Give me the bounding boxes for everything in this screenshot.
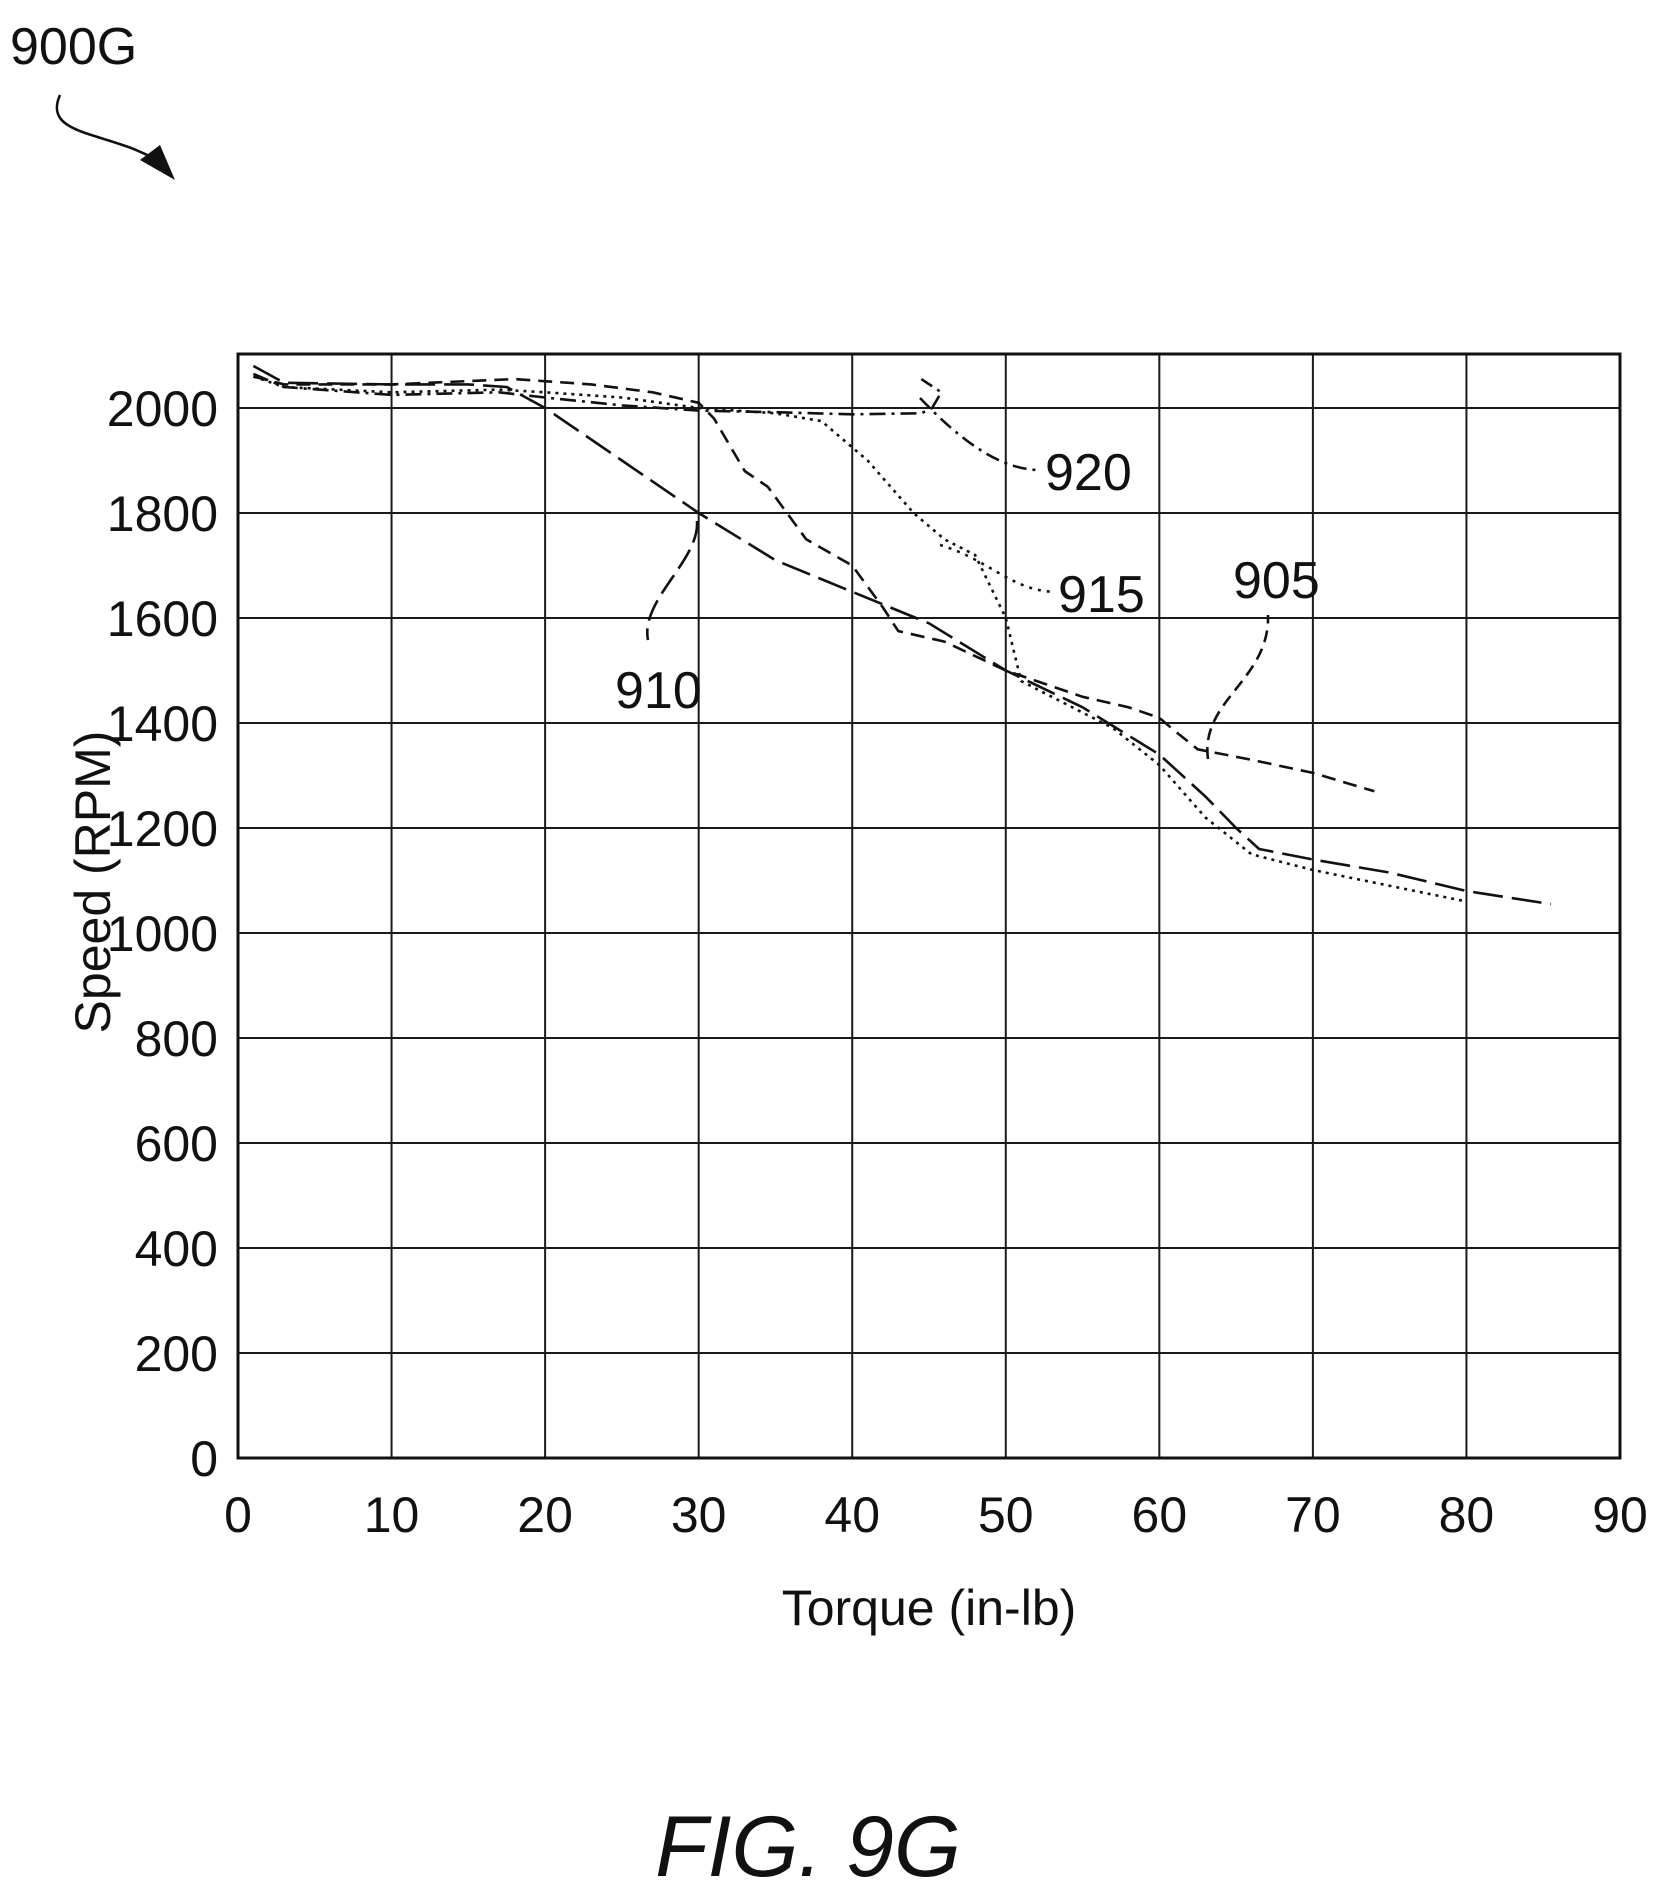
- x-tick-labels: 0 10 20 30 40 50 60 70 80 90: [224, 1487, 1648, 1543]
- series-line-905: [253, 375, 1375, 793]
- x-tick-label: 90: [1592, 1487, 1648, 1543]
- callout-915-label: 915: [1058, 566, 1145, 624]
- callout-905-leader: [1206, 614, 1270, 760]
- figure-ref-label: 900G: [10, 18, 137, 76]
- y-tick-label: 1200: [107, 801, 218, 857]
- callout-910-leader: [646, 520, 699, 641]
- x-tick-label: 50: [978, 1487, 1034, 1543]
- series-layer: [252, 364, 1552, 906]
- y-tick-label: 800: [135, 1011, 218, 1067]
- plot-area: 0 10 20 30 40 50 60 70 80 90 0 200 400 600 800 1000 120…: [107, 352, 1648, 1543]
- figure-ref-arrowhead: [140, 145, 175, 180]
- y-tick-label: 600: [135, 1116, 218, 1172]
- x-tick-label: 80: [1439, 1487, 1495, 1543]
- figure-caption: FIG. 9G: [655, 1799, 961, 1895]
- y-tick-label: 2000: [107, 381, 218, 437]
- y-tick-label: 1600: [107, 591, 218, 647]
- callout-920-leader: [919, 397, 1041, 472]
- x-tick-label: 70: [1285, 1487, 1341, 1543]
- callout-910-label: 910: [615, 662, 702, 720]
- x-tick-label: 30: [671, 1487, 727, 1543]
- callout-920-label: 920: [1045, 444, 1132, 502]
- plot-frame: [236, 352, 1622, 1460]
- y-tick-labels: 0 200 400 600 800 1000 1200 1400 1600 1800 2000: [107, 381, 218, 1487]
- y-tick-label: 1000: [107, 906, 218, 962]
- y-tick-label: 400: [135, 1221, 218, 1277]
- series-line-920: [252, 372, 943, 416]
- series-line-915: [252, 375, 1467, 903]
- y-tick-label: 200: [135, 1326, 218, 1382]
- grid-lines: [238, 354, 1620, 1458]
- callout-915-leader: [939, 543, 1056, 594]
- x-tick-label: 10: [364, 1487, 420, 1543]
- x-tick-label: 20: [517, 1487, 573, 1543]
- x-tick-label: 0: [224, 1487, 252, 1543]
- callout-905-label: 905: [1233, 552, 1320, 610]
- y-axis-label: Speed (RPM): [65, 731, 121, 1034]
- y-tick-label: 1400: [107, 696, 218, 752]
- x-tick-label: 60: [1132, 1487, 1188, 1543]
- y-tick-label: 1800: [107, 486, 218, 542]
- x-tick-label: 40: [824, 1487, 880, 1543]
- y-tick-label: 0: [190, 1431, 218, 1487]
- x-axis-label: Torque (in-lb): [782, 1580, 1077, 1636]
- series-line-910: [252, 364, 1552, 906]
